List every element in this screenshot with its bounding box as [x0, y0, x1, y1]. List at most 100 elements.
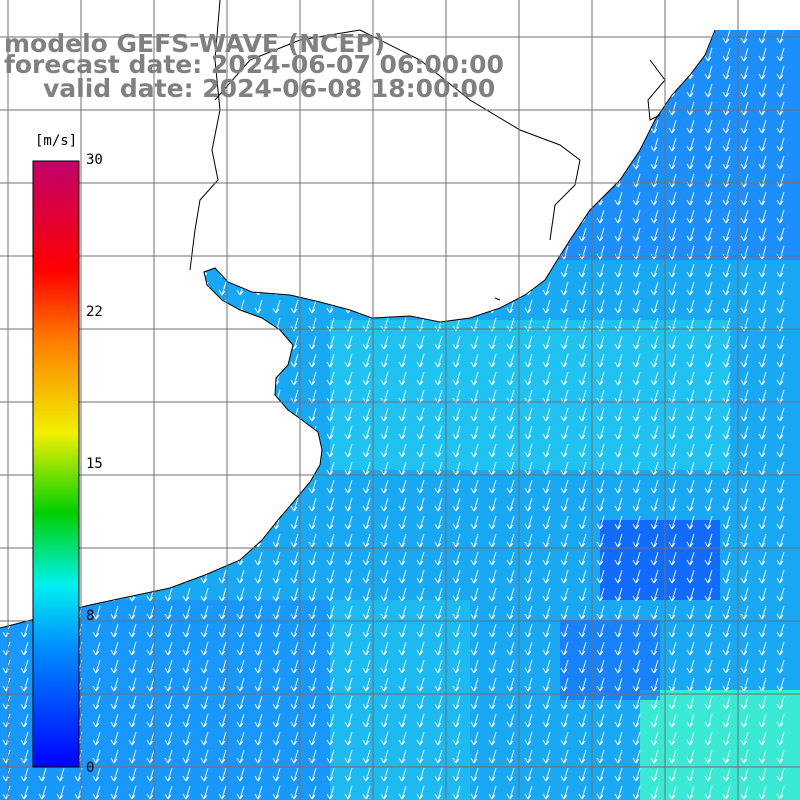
wind-arrow	[380, 407, 389, 422]
wind-arrow	[578, 263, 587, 278]
wind-arrow	[560, 263, 569, 278]
wind-arrow	[218, 605, 227, 620]
wind-arrow	[20, 695, 29, 710]
wind-arrow	[506, 299, 515, 314]
wind-arrow	[776, 731, 785, 746]
wind-arrow	[434, 713, 443, 728]
wind-arrow	[434, 641, 443, 656]
wind-arrow	[650, 461, 659, 476]
wind-arrow	[686, 731, 695, 746]
wind-arrow	[416, 551, 425, 566]
wind-arrow	[722, 443, 731, 458]
wind-arrow	[632, 353, 641, 368]
wind-arrow	[398, 353, 407, 368]
wind-arrow	[488, 479, 497, 494]
wind-arrow	[416, 713, 425, 728]
wind-arrow	[560, 335, 569, 350]
wind-arrow	[740, 353, 749, 368]
wind-arrow	[398, 749, 407, 764]
wind-arrow	[290, 659, 299, 674]
wind-arrow	[614, 227, 623, 242]
wind-arrow	[398, 731, 407, 746]
wind-arrow	[632, 335, 641, 350]
wind-arrow	[632, 227, 641, 242]
wind-arrow	[236, 587, 245, 602]
wind-arrow	[578, 749, 587, 764]
wind-arrow	[740, 137, 749, 152]
wind-arrow	[326, 749, 335, 764]
wind-arrow	[254, 551, 263, 566]
wind-arrow	[578, 731, 587, 746]
wind-arrow	[56, 767, 65, 782]
wind-arrow	[452, 353, 461, 368]
wind-arrow	[650, 335, 659, 350]
wind-arrow	[398, 515, 407, 530]
wind-arrow	[740, 263, 749, 278]
wind-arrow	[722, 83, 731, 98]
wind-arrow	[560, 299, 569, 314]
wind-arrow	[290, 587, 299, 602]
wind-arrow	[632, 461, 641, 476]
wind-arrow	[704, 659, 713, 674]
wind-arrow	[542, 299, 551, 314]
wind-arrow	[326, 785, 335, 800]
wind-arrow	[740, 605, 749, 620]
wind-arrow	[776, 47, 785, 62]
wind-arrow	[632, 497, 641, 512]
wind-arrow	[776, 101, 785, 116]
wind-arrow	[182, 695, 191, 710]
wind-arrow	[758, 515, 767, 530]
wind-arrow	[542, 695, 551, 710]
wind-arrow	[488, 515, 497, 530]
wind-arrow	[416, 533, 425, 548]
wind-arrow	[254, 299, 263, 314]
wind-arrow	[596, 767, 605, 782]
wind-arrow	[560, 551, 569, 566]
wind-arrow	[758, 785, 767, 800]
wind-arrow	[254, 587, 263, 602]
wind-arrow	[290, 605, 299, 620]
wind-arrow	[650, 659, 659, 674]
wind-arrow	[776, 587, 785, 602]
wind-arrow	[542, 677, 551, 692]
wind-arrow	[632, 677, 641, 692]
wind-arrow	[164, 713, 173, 728]
wind-arrow	[686, 461, 695, 476]
wind-arrow	[614, 749, 623, 764]
wind-arrow	[434, 623, 443, 638]
wind-arrow	[200, 641, 209, 656]
wind-arrow	[686, 605, 695, 620]
wind-arrow	[326, 677, 335, 692]
wind-arrow	[344, 425, 353, 440]
wind-arrow	[632, 695, 641, 710]
wind-arrow	[164, 641, 173, 656]
wind-arrow	[776, 83, 785, 98]
wind-arrow	[686, 443, 695, 458]
wind-arrow	[506, 623, 515, 638]
wind-arrow	[272, 605, 281, 620]
wind-arrow	[362, 551, 371, 566]
wind-arrow	[470, 659, 479, 674]
wind-arrow	[128, 605, 137, 620]
wind-arrow	[308, 677, 317, 692]
wind-arrow	[326, 335, 335, 350]
wind-arrow	[686, 623, 695, 638]
wind-arrow	[110, 659, 119, 674]
wind-arrow	[470, 767, 479, 782]
wind-arrow	[560, 353, 569, 368]
wind-arrow	[740, 713, 749, 728]
wind-arrow	[200, 587, 209, 602]
wind-arrow	[326, 407, 335, 422]
wind-arrow	[380, 749, 389, 764]
wind-arrow	[290, 533, 299, 548]
wind-arrow	[380, 785, 389, 800]
wind-arrow	[740, 767, 749, 782]
wind-arrow	[200, 713, 209, 728]
wind-arrow	[434, 479, 443, 494]
wind-arrow	[218, 785, 227, 800]
wind-arrow	[542, 497, 551, 512]
wind-arrow	[668, 605, 677, 620]
wind-arrow	[20, 767, 29, 782]
wind-arrow	[488, 641, 497, 656]
wind-arrow	[470, 749, 479, 764]
